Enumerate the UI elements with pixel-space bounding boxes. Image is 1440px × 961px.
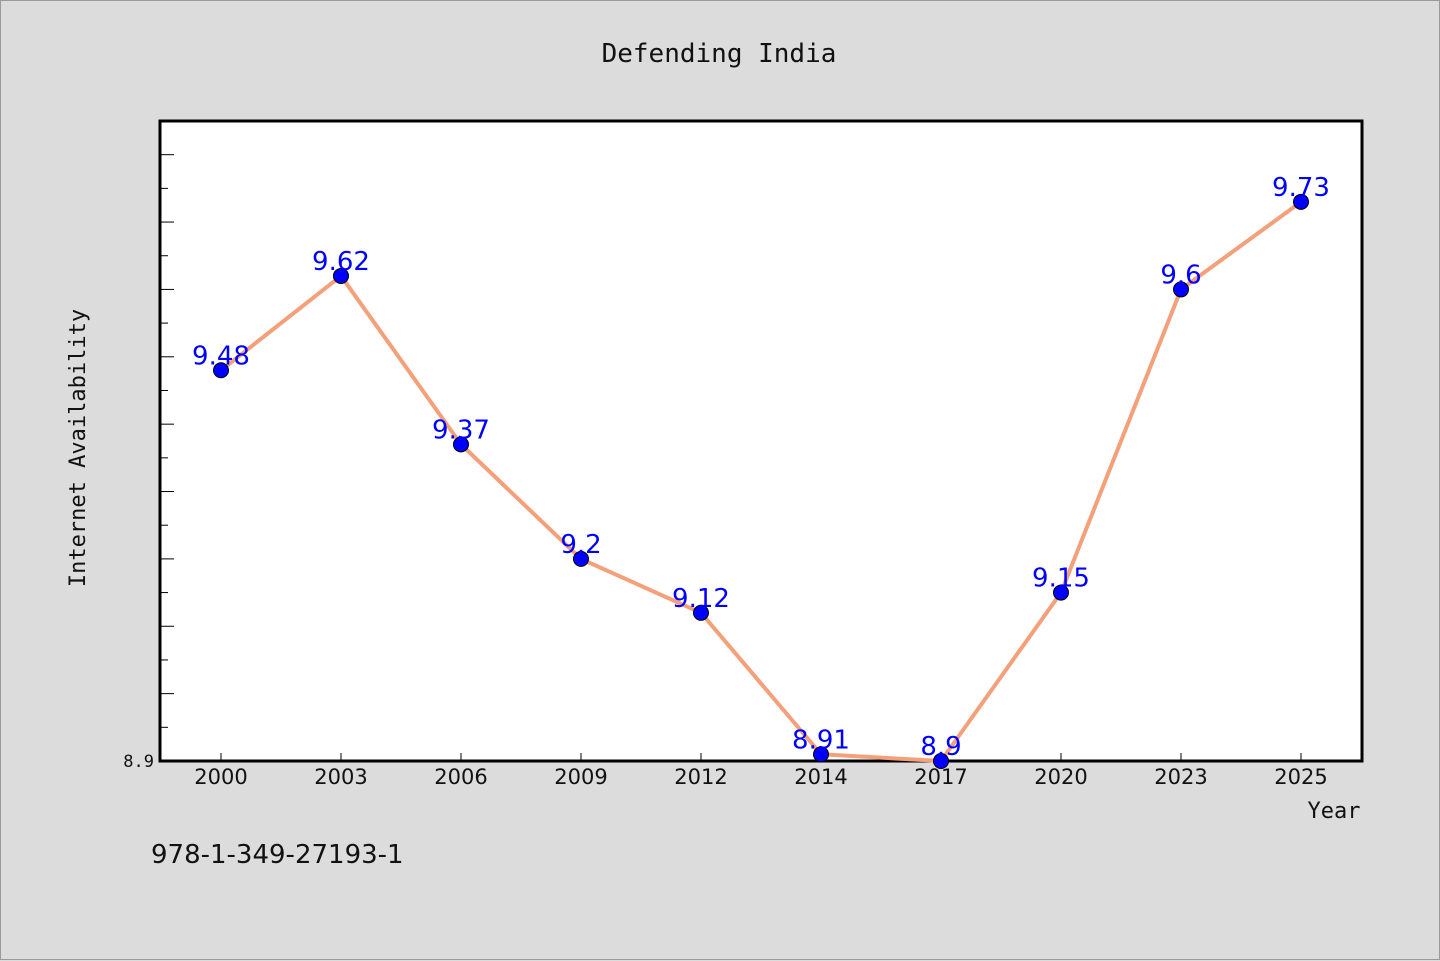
data-point: [693, 604, 709, 621]
footer-isbn-text: 978-1-349-27193-1: [151, 840, 404, 870]
chart-title: Defending India: [602, 39, 837, 69]
data-label: 9.62: [312, 247, 370, 277]
x-tick-label: 2009: [554, 765, 607, 789]
data-point: [573, 550, 589, 567]
data-label: 9.48: [192, 341, 250, 371]
data-point: [1293, 193, 1309, 210]
data-point: [1053, 584, 1069, 601]
x-tick-label: 2000: [194, 765, 247, 789]
y-axis-label: Internet Availability: [66, 309, 91, 587]
data-point: [333, 267, 349, 284]
x-tick-label: 2014: [794, 765, 847, 789]
data-point: [813, 746, 829, 763]
data-label: 8.9: [920, 732, 961, 762]
y-axis-ticks: [160, 120, 174, 762]
series-line: [219, 200, 1303, 763]
y-tick-label: 8.9: [123, 752, 154, 772]
data-label: 9.73: [1272, 173, 1330, 203]
x-tick-label: 2012: [674, 765, 727, 789]
data-point: [1173, 281, 1189, 298]
data-label: 9.12: [672, 584, 730, 614]
data-point: [213, 362, 229, 379]
x-axis-tick-labels: 2000 2003 2006 2009 2012 2014 2017 2020 2023 2025: [194, 765, 1327, 789]
data-label: 9.15: [1032, 564, 1090, 594]
data-label: 9.6: [1160, 260, 1201, 290]
x-tick-label: 2025: [1274, 765, 1327, 789]
data-point: [453, 436, 469, 453]
x-tick-label: 2023: [1154, 765, 1207, 789]
x-tick-label: 2006: [434, 765, 487, 789]
data-labels: 9.48 9.62 9.37 9.2 9.12 8.91 8.9 9.15 9.6 9.73: [192, 173, 1330, 762]
data-label: 8.91: [792, 725, 850, 755]
y-axis-tick-labels: 8.9: [123, 752, 154, 772]
series-markers: [213, 193, 1309, 769]
x-tick-label: 2020: [1034, 765, 1087, 789]
x-axis-label: Year: [1308, 799, 1361, 824]
data-point: [933, 753, 949, 769]
data-label: 9.2: [560, 530, 601, 560]
x-tick-label: 2003: [314, 765, 367, 789]
plot-area: [158, 119, 1364, 763]
data-label: 9.37: [432, 415, 490, 445]
